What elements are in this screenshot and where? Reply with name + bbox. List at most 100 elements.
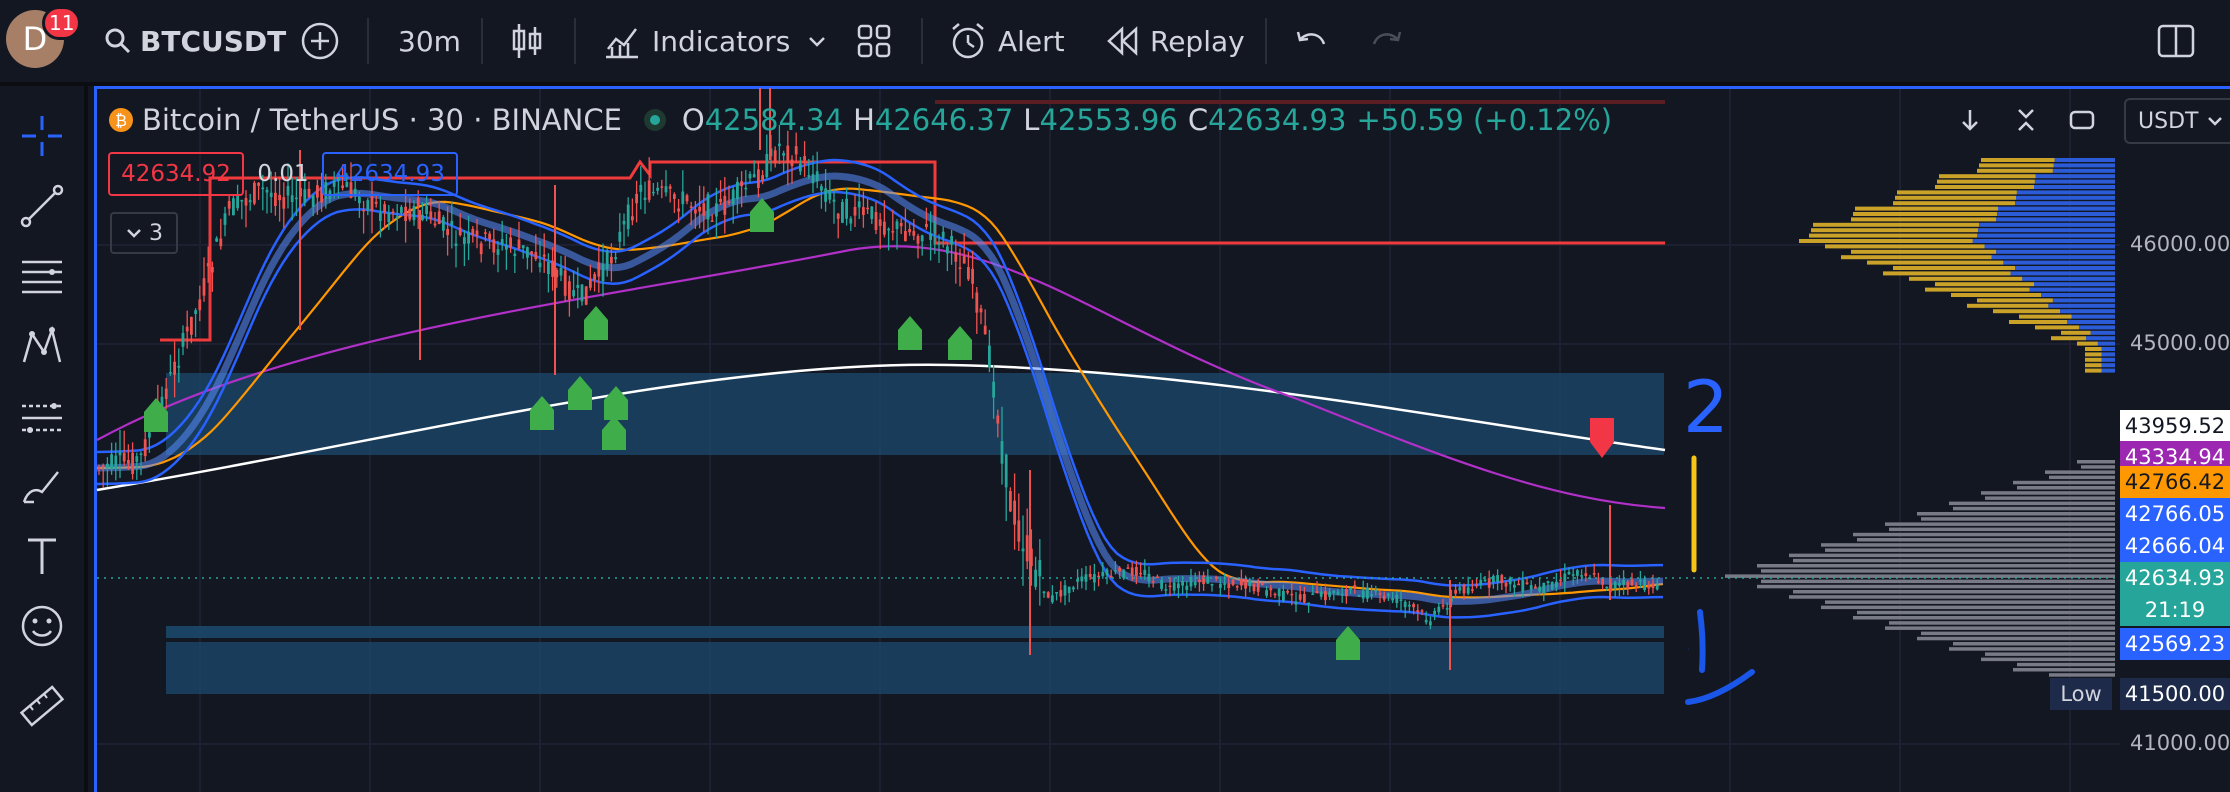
volume-profile-bar <box>1885 626 2115 630</box>
candle-body <box>1538 586 1541 592</box>
volume-profile-bar <box>1921 517 2115 521</box>
volume-profile-bar <box>1789 595 2115 599</box>
undo-button[interactable] <box>1294 0 1328 82</box>
undo-icon <box>1296 31 1326 45</box>
candle-body <box>1193 582 1197 586</box>
notification-badge: 11 <box>42 6 82 40</box>
redo-icon <box>1372 31 1402 45</box>
candle-body <box>610 256 613 264</box>
candle-body <box>274 192 277 206</box>
candle-body <box>1223 583 1226 585</box>
candle-body <box>442 217 445 231</box>
volume-profile-bar <box>1889 621 2115 625</box>
candle-body <box>958 267 962 269</box>
replay-button[interactable]: Replay <box>1106 0 1245 82</box>
candle-body <box>1286 590 1289 593</box>
candle-body <box>1164 589 1168 591</box>
trend-line-tool[interactable] <box>12 176 72 236</box>
indicators-button[interactable]: Indicators <box>602 0 790 82</box>
symbol-search-button[interactable]: BTCUSDT <box>104 0 286 82</box>
compare-button[interactable] <box>300 0 340 82</box>
candle-body <box>1462 584 1466 594</box>
crosshair-tool[interactable] <box>12 106 72 166</box>
volume-profile-bar <box>2079 325 2115 330</box>
currency-select[interactable]: USDT <box>2124 98 2230 144</box>
candle-body <box>1004 454 1008 488</box>
annotation-zone-bottom: 1 <box>1688 649 1690 651</box>
candle-body <box>673 194 676 199</box>
candle-body <box>1210 584 1214 586</box>
candle-body <box>202 278 206 296</box>
candle-body <box>500 239 504 245</box>
volume-profile-bar <box>2085 368 2102 373</box>
candle-body <box>727 201 731 204</box>
candle-body <box>786 145 790 163</box>
candle-body <box>1639 579 1642 582</box>
fullscreen-button[interactable] <box>2060 98 2104 142</box>
brush-tool[interactable] <box>12 456 72 516</box>
candle-body <box>345 182 349 187</box>
candle-body <box>1492 575 1495 583</box>
volume-profile-bar <box>1857 538 2115 542</box>
candle-body <box>1126 567 1130 569</box>
candle-body <box>719 198 722 202</box>
candle-body <box>1143 569 1147 575</box>
alert-button[interactable]: Alert <box>948 0 1065 82</box>
buy-button[interactable]: 42634.93 <box>322 152 458 196</box>
volume-profile-bar <box>2034 179 2115 184</box>
indicators-dropdown-button[interactable] <box>806 0 828 82</box>
volume-profile-bar <box>2034 185 2115 189</box>
interval-button[interactable]: 30m <box>398 0 461 82</box>
sell-button[interactable]: 42634.92 <box>108 152 244 196</box>
projection-tool[interactable] <box>12 386 72 446</box>
symbol-title[interactable]: Bitcoin / TetherUS · 30 · BINANCE <box>142 103 622 137</box>
text-tool[interactable] <box>12 526 72 586</box>
candle-body <box>887 228 890 231</box>
volume-profile-bar <box>1851 249 1997 254</box>
candle-body <box>1454 589 1457 594</box>
candle-body <box>1151 581 1155 583</box>
layout-button[interactable] <box>2156 0 2196 82</box>
chart-pane[interactable] <box>94 86 2230 792</box>
ohlc-low-key: L <box>1023 103 1040 137</box>
toolbar-separator <box>481 18 483 64</box>
candle-body <box>492 239 496 253</box>
templates-button[interactable] <box>856 0 892 82</box>
candle-body <box>458 227 462 236</box>
candle-body <box>131 452 134 475</box>
buy-signal-arrow <box>948 326 972 360</box>
volume-profile-bar <box>1935 282 2034 287</box>
candle-body <box>849 218 853 224</box>
chevron-down-icon <box>127 229 141 238</box>
candle-body <box>211 266 214 273</box>
candle-body <box>341 185 344 189</box>
chart-type-button[interactable] <box>510 0 544 82</box>
measure-tool[interactable] <box>12 676 72 736</box>
candle-body <box>1042 591 1046 594</box>
candle-body <box>383 204 386 213</box>
candle-body <box>929 233 932 240</box>
candle-body <box>1471 589 1474 591</box>
pattern-tool[interactable] <box>12 316 72 376</box>
candle-body <box>752 174 756 178</box>
indicators-collapse-button[interactable]: 3 <box>110 212 178 254</box>
volume-profile-bar <box>2016 190 2115 195</box>
candle-body <box>1647 584 1651 589</box>
candle-body <box>1282 590 1285 601</box>
volume-profile-bar <box>1977 233 2115 238</box>
volume-profile-bar <box>1853 212 1998 216</box>
volume-profile-bar <box>2086 336 2115 341</box>
candle-body <box>1395 594 1399 604</box>
scroll-to-latest-button[interactable] <box>1948 98 1992 142</box>
redo-button[interactable] <box>1370 0 1404 82</box>
candle-body <box>563 270 567 296</box>
candle-body <box>1063 585 1067 596</box>
toolbar-separator <box>921 18 923 64</box>
fib-tool[interactable] <box>12 246 72 306</box>
emoji-tool[interactable] <box>12 596 72 656</box>
collapse-button[interactable] <box>2004 98 2048 142</box>
candle-body <box>349 182 353 198</box>
ohlc-high-key: H <box>853 103 875 137</box>
bitcoin-logo-icon: ₿ <box>109 108 133 132</box>
